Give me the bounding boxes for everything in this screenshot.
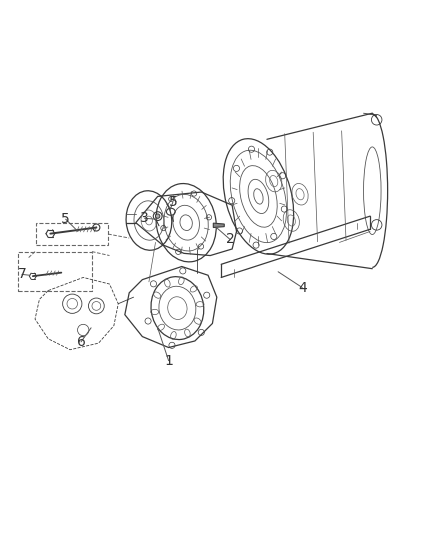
Text: 4: 4: [298, 280, 307, 295]
Text: 5: 5: [61, 212, 70, 226]
Ellipse shape: [155, 214, 160, 219]
Text: 6: 6: [77, 335, 85, 349]
Text: 3: 3: [140, 211, 149, 225]
Text: 2: 2: [226, 232, 234, 246]
Text: 5: 5: [169, 195, 177, 209]
Text: 1: 1: [164, 354, 173, 368]
Polygon shape: [213, 223, 224, 228]
Text: 7: 7: [18, 268, 26, 281]
